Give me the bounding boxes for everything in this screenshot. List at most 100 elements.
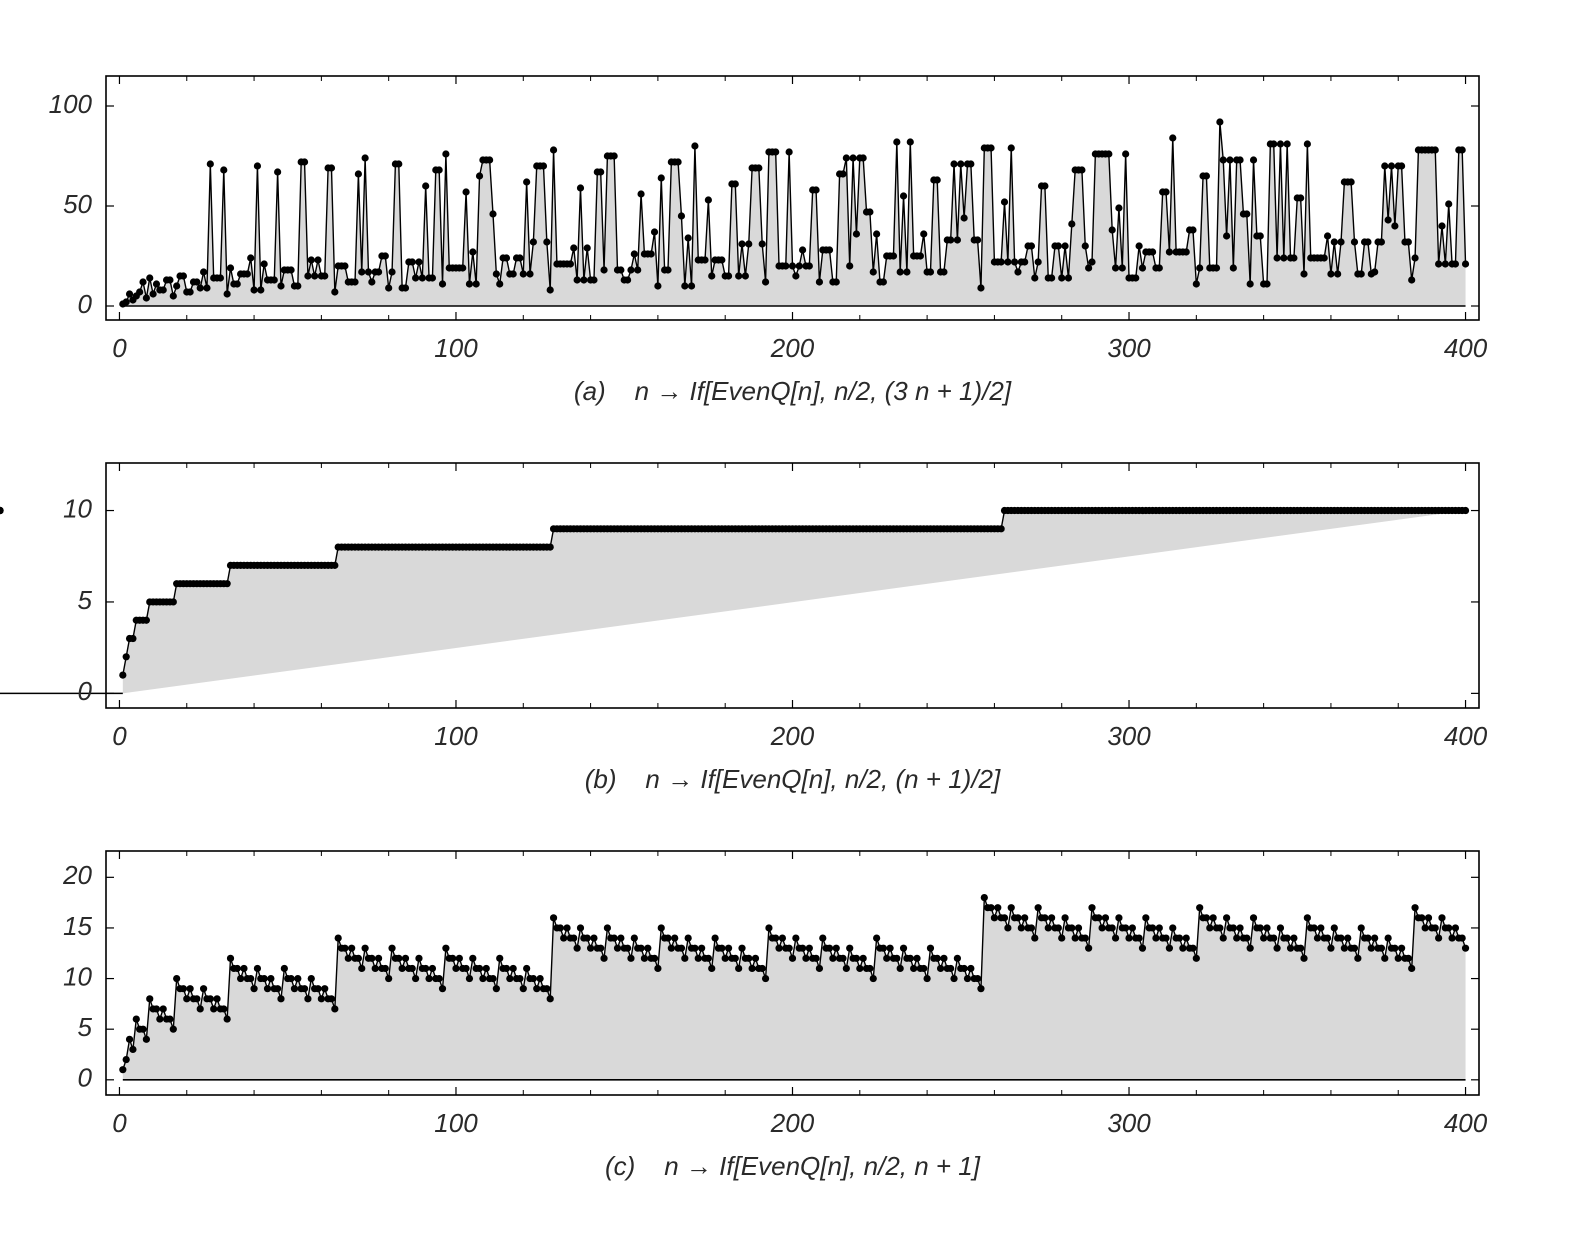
x-tick-label: 0: [112, 333, 127, 363]
data-point: [751, 954, 760, 962]
y-tick-label: 10: [63, 493, 92, 523]
data-point: [166, 276, 174, 284]
data-point: [203, 284, 211, 292]
data-point: [465, 974, 474, 983]
data-point: [274, 985, 282, 993]
data-point: [388, 944, 396, 952]
data-point: [395, 954, 403, 962]
data-point: [664, 266, 672, 274]
data-point: [223, 290, 231, 298]
data-point: [1216, 924, 1224, 932]
data-point: [1206, 924, 1214, 932]
y-tick-label: 0: [78, 1063, 93, 1093]
data-point: [1017, 924, 1025, 932]
panel: 0 100 200 300 400 0 50 100 (a) n → If[EvenQ[n], …: [49, 75, 1488, 406]
data-point: [748, 964, 756, 973]
data-point: [435, 166, 443, 174]
data-point: [1246, 280, 1254, 288]
data-point: [1081, 242, 1089, 250]
data-point: [906, 138, 914, 146]
data-point: [267, 974, 275, 983]
data-point: [1165, 944, 1174, 952]
data-point: [654, 964, 662, 973]
data-point: [1068, 924, 1076, 932]
data-point: [1048, 274, 1056, 282]
data-point: [462, 188, 470, 196]
data-point: [233, 964, 241, 973]
data-point: [307, 974, 315, 983]
data-point: [610, 152, 618, 160]
data-point: [422, 182, 430, 190]
data-point: [294, 282, 302, 290]
data-point: [1246, 944, 1254, 952]
x-tick-label: 0: [112, 721, 127, 751]
data-point: [603, 924, 612, 932]
data-point: [361, 154, 369, 162]
data-point: [866, 964, 874, 973]
data-point: [708, 272, 716, 280]
data-point: [179, 272, 187, 280]
data-point: [1014, 914, 1022, 922]
data-point: [694, 954, 702, 962]
data-point: [179, 985, 187, 993]
data-point: [210, 1005, 218, 1013]
data-point: [1381, 162, 1389, 170]
data-point: [152, 1005, 161, 1013]
data-point: [1229, 924, 1237, 932]
data-point: [1148, 924, 1157, 932]
data-point: [815, 964, 824, 973]
data-point: [1115, 204, 1123, 212]
data-point: [1162, 934, 1170, 942]
data-point: [496, 280, 504, 288]
data-point: [314, 256, 322, 264]
data-point: [1095, 914, 1103, 922]
data-point: [681, 954, 689, 962]
data-point: [1364, 238, 1372, 246]
data-point: [119, 1066, 127, 1074]
data-point: [973, 974, 982, 983]
data-point: [761, 974, 770, 983]
data-point: [879, 944, 887, 952]
data-point: [1435, 260, 1443, 268]
data-point: [1256, 232, 1264, 240]
data-point: [812, 954, 820, 962]
data-point: [1233, 934, 1241, 942]
data-point: [549, 146, 558, 154]
data-point: [529, 238, 537, 246]
data-point: [1148, 248, 1157, 256]
data-point: [348, 944, 356, 952]
data-point: [169, 1025, 177, 1033]
y-tick-label: 100: [49, 89, 93, 119]
data-point: [364, 268, 373, 276]
data-point: [166, 1015, 174, 1023]
data-point: [1300, 270, 1308, 278]
data-point: [385, 974, 393, 983]
data-point: [597, 168, 605, 176]
data-point: [516, 974, 524, 983]
data-point: [183, 995, 191, 1003]
data-point: [0, 506, 4, 515]
data-point: [422, 964, 430, 973]
data-point: [277, 282, 285, 290]
data-point: [650, 954, 659, 962]
data-point: [536, 974, 544, 983]
x-tick-label: 300: [1107, 333, 1151, 363]
data-point: [220, 1005, 228, 1013]
data-point: [253, 162, 262, 170]
data-point: [243, 270, 251, 278]
data-point: [223, 1015, 231, 1023]
data-point: [321, 272, 329, 280]
data-point: [418, 274, 426, 282]
data-point: [1111, 264, 1120, 272]
data-point: [849, 154, 857, 162]
data-point: [411, 274, 420, 282]
data-point: [1155, 264, 1163, 272]
data-point: [1273, 944, 1281, 952]
data-point: [442, 150, 450, 158]
data-point: [802, 954, 810, 962]
data-point: [1286, 944, 1295, 952]
data-point: [1411, 904, 1419, 912]
data-point: [1236, 924, 1244, 932]
x-tick-label: 100: [434, 1108, 478, 1138]
data-point: [856, 964, 864, 973]
